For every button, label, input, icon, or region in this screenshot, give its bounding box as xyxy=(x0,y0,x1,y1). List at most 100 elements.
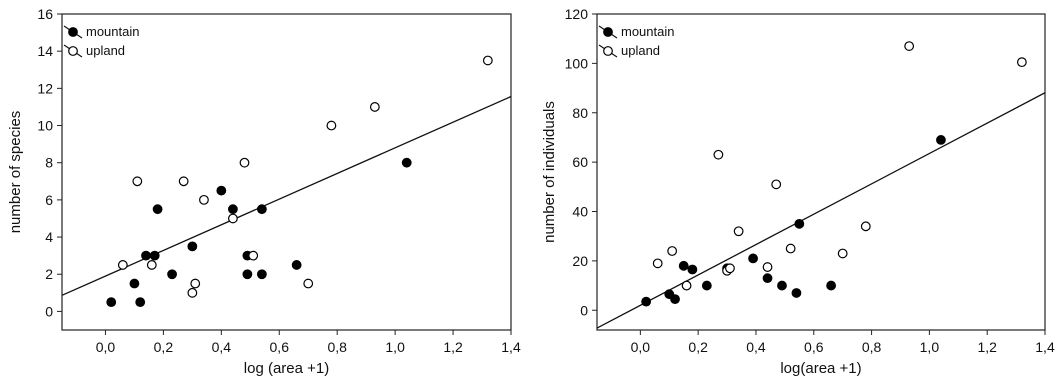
chart-1: 0 2 4 6 8 10 12 14 16 0,0 0,2 0,4 0,6 0,8 1,0 1,2 1,4 log… xyxy=(7,6,521,377)
mountain-point xyxy=(106,297,117,308)
x-tick-label: 0,6 xyxy=(804,339,824,355)
y-tick-label: 0 xyxy=(580,302,588,318)
mountain-point xyxy=(670,294,680,305)
mountain-point xyxy=(149,250,160,261)
x-tick-label: 0,2 xyxy=(688,339,708,355)
mountain-point xyxy=(641,296,652,307)
chart-2: 0 20 40 60 80 100 120 0,0 0,2 0,4 0,6 0,8 1,0 1,2 1,4 l… xyxy=(541,6,1055,377)
x-tick-label: 1,4 xyxy=(1035,339,1055,355)
mountain-point xyxy=(826,280,837,291)
mountain-point xyxy=(936,135,946,145)
upland-point xyxy=(904,41,915,51)
x-tick-label: 1,0 xyxy=(385,339,405,355)
mountain-point xyxy=(687,264,698,275)
mountain-point xyxy=(141,250,151,261)
upland-point xyxy=(326,120,337,131)
regression-line xyxy=(597,92,1045,329)
y-tick-label: 0 xyxy=(45,303,53,319)
upland-point xyxy=(762,262,773,272)
upland-point xyxy=(190,278,201,289)
y-tick-label: 40 xyxy=(572,204,588,220)
mountain-point xyxy=(678,260,689,271)
mountain-point xyxy=(777,280,787,291)
x-tick-label: 1,2 xyxy=(443,339,463,355)
y-tick-label: 12 xyxy=(37,80,53,96)
y-axis-label: number of individuals xyxy=(541,101,558,243)
legend-upland-marker xyxy=(603,46,613,56)
mountain-point xyxy=(152,204,163,215)
upland-point xyxy=(369,102,380,112)
x-tick-label: 0,0 xyxy=(631,339,651,355)
upland-point xyxy=(771,179,782,190)
legend: mountain upland xyxy=(63,24,139,58)
x-tick-label: 0,0 xyxy=(96,339,116,355)
plot-frame xyxy=(61,13,512,331)
mountain-point xyxy=(748,253,758,264)
mountain-point xyxy=(794,218,805,229)
upland-point xyxy=(248,250,259,261)
regression-line xyxy=(62,95,511,296)
upland-point xyxy=(725,263,735,274)
x-axis-label: log(area +1) xyxy=(780,360,861,377)
legend-label: mountain xyxy=(86,24,139,39)
y-tick-label: 14 xyxy=(37,43,53,59)
upland-point xyxy=(178,176,189,187)
y-tick-label: 4 xyxy=(45,229,53,245)
upland-point xyxy=(667,246,678,256)
upland-point xyxy=(713,149,724,160)
y-tick-label: 6 xyxy=(45,192,53,208)
mountain-point xyxy=(242,269,253,280)
upland-point xyxy=(652,258,663,269)
legend-mountain-marker xyxy=(68,27,78,37)
legend-label: mountain xyxy=(621,24,674,39)
legend-mountain-marker xyxy=(603,27,613,37)
x-tick-label: 1,2 xyxy=(977,339,997,355)
y-tick-label: 10 xyxy=(37,118,53,134)
y-tick-label: 20 xyxy=(572,253,588,269)
upland-point xyxy=(681,280,692,291)
y-tick-label: 60 xyxy=(572,154,588,170)
y-tick-label: 120 xyxy=(565,6,589,22)
upland-point xyxy=(733,226,744,237)
x-tick-label: 1,0 xyxy=(920,339,940,355)
plot-frame xyxy=(596,13,1046,331)
upland-point xyxy=(837,248,848,259)
mountain-point xyxy=(216,185,227,196)
upland-point xyxy=(239,157,250,168)
upland-point xyxy=(117,260,128,270)
y-tick-label: 80 xyxy=(572,105,588,121)
x-tick-label: 0,2 xyxy=(154,339,174,355)
upland-point xyxy=(482,55,493,66)
mountain-point xyxy=(129,278,140,289)
upland-point xyxy=(199,194,209,205)
y-axis-label: number of species xyxy=(7,111,24,234)
upland-point xyxy=(187,287,198,298)
x-tick-label: 0,4 xyxy=(746,339,766,355)
upland-point xyxy=(146,260,157,270)
legend-label: upland xyxy=(86,43,125,58)
upland-point xyxy=(860,221,871,232)
mountain-point xyxy=(135,297,146,308)
x-tick-label: 0,8 xyxy=(862,339,882,355)
mountain-point xyxy=(291,260,302,270)
legend: mountain upland xyxy=(598,24,674,58)
mountain-point xyxy=(762,273,773,284)
upland-point xyxy=(1016,57,1027,68)
mountain-point xyxy=(187,241,198,252)
x-tick-label: 0,4 xyxy=(212,339,232,355)
legend-label: upland xyxy=(621,43,660,58)
mountain-point xyxy=(791,288,802,298)
mountain-point xyxy=(701,280,712,291)
y-tick-label: 100 xyxy=(565,55,589,71)
y-tick-label: 2 xyxy=(45,266,53,282)
upland-point xyxy=(228,213,238,224)
mountain-point xyxy=(167,269,177,280)
x-tick-label: 0,8 xyxy=(327,339,347,355)
legend-upland-marker xyxy=(68,46,78,56)
mountain-point xyxy=(256,269,267,280)
upland-point xyxy=(303,278,314,289)
mountain-point xyxy=(401,157,412,168)
y-tick-label: 16 xyxy=(37,6,53,22)
x-axis-label: log (area +1) xyxy=(244,360,329,377)
